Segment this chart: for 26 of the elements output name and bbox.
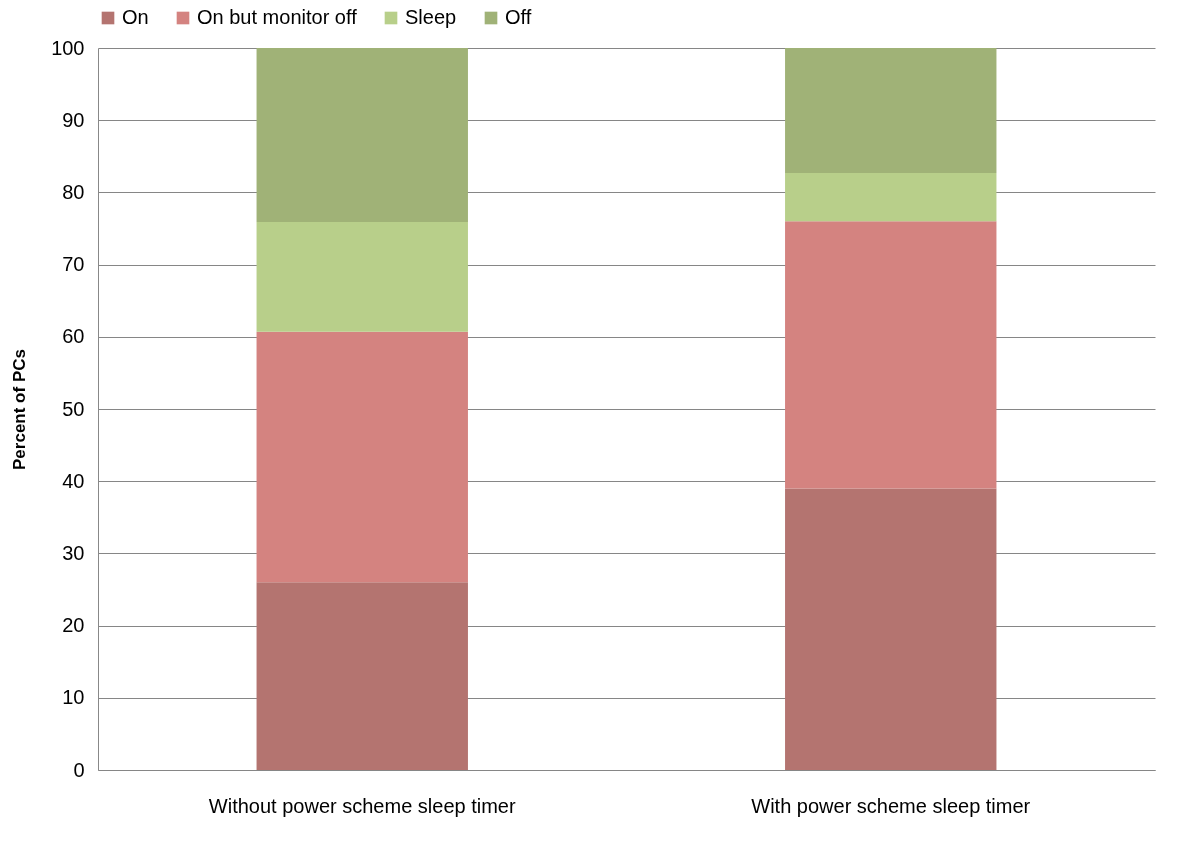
- legend-label: Sleep: [405, 6, 457, 28]
- y-tick-label: 80: [62, 180, 85, 203]
- bar: [256, 222, 468, 332]
- bar: [785, 172, 997, 222]
- y-tick-label: 90: [62, 108, 85, 131]
- x-tick-label: Without power scheme sleep timer: [208, 794, 516, 817]
- x-tick-label: With power scheme sleep timer: [751, 794, 1031, 817]
- y-tick-label: 20: [62, 614, 85, 637]
- bar: [256, 331, 468, 583]
- bar: [785, 488, 997, 770]
- y-axis-title: Percent of PCs: [10, 349, 30, 470]
- y-tick-label: 40: [62, 469, 85, 492]
- bar: [785, 221, 997, 489]
- y-tick-label: 70: [62, 253, 85, 276]
- y-tick-label: 30: [62, 541, 85, 564]
- bar: [785, 48, 997, 173]
- legend-label: On: [122, 6, 149, 28]
- y-tick-label: 0: [73, 758, 85, 781]
- y-tick-label: 50: [62, 397, 85, 420]
- y-tick-label: 100: [51, 36, 85, 59]
- legend-label: On but monitor off: [197, 6, 358, 28]
- y-tick-label: 60: [62, 325, 85, 348]
- bar: [256, 582, 468, 770]
- bar: [256, 48, 468, 222]
- legend-label: Off: [505, 6, 532, 28]
- y-tick-label: 10: [62, 686, 85, 709]
